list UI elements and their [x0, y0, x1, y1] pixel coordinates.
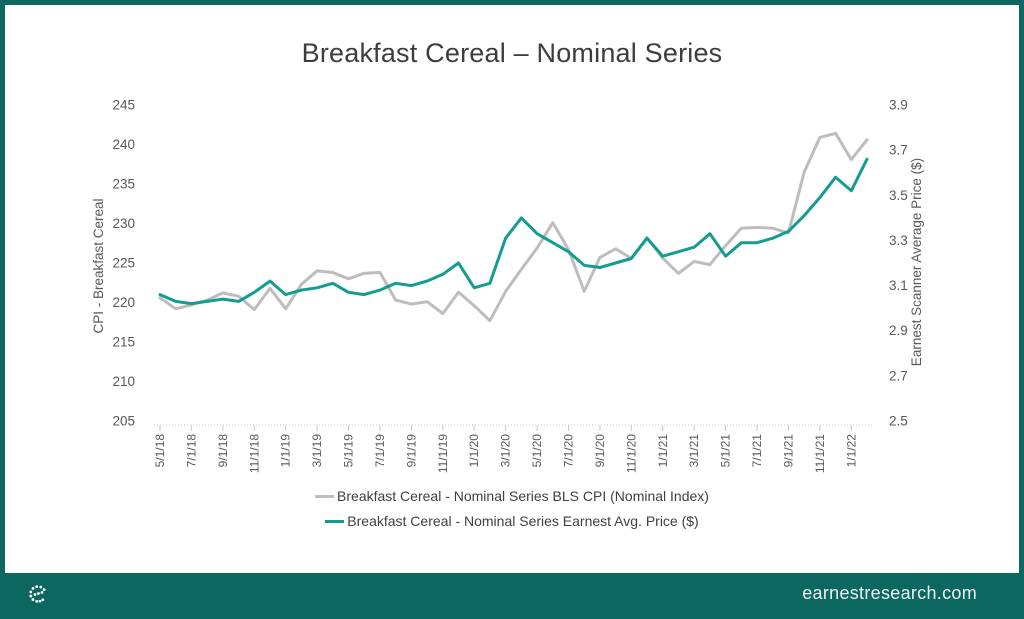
right-axis-tick-label: 3.9 [889, 98, 908, 113]
x-tick-label: 9/1/19 [404, 434, 418, 468]
x-tick-label: 11/1/19 [436, 434, 450, 473]
earnest-dotted-e-logo-icon [27, 583, 49, 605]
left-axis-tick-label: 215 [112, 335, 135, 350]
cpi-line-series [158, 131, 869, 323]
x-tick-label: 5/1/19 [342, 434, 356, 468]
right-axis-tick-label: 3.3 [889, 233, 908, 248]
left-axis-title: CPI - Breakfast Cereal [91, 198, 106, 333]
left-axis-tick-label: 245 [112, 98, 135, 113]
left-axis-tick-label: 210 [112, 374, 135, 389]
left-axis-tick-label: 240 [112, 137, 135, 152]
x-tick-label: 9/1/21 [781, 434, 795, 468]
left-axis-tick-label: 235 [112, 177, 135, 192]
x-tick-label: 1/1/20 [467, 434, 481, 468]
left-axis-tick-label: 230 [112, 216, 135, 231]
legend-label-cpi: Breakfast Cereal - Nominal Series BLS CP… [337, 488, 709, 504]
right-axis-tick-label: 3.1 [889, 278, 908, 293]
right-axis-title: Earnest Scanner Average Price ($) [909, 158, 924, 366]
x-tick-label: 11/1/18 [247, 434, 261, 473]
price-line-series [158, 157, 869, 306]
right-axis-tick-label: 2.9 [889, 323, 908, 338]
chart-title: Breakfast Cereal – Nominal Series [301, 38, 723, 68]
footer-website-link[interactable]: earnestresearch.com [802, 583, 977, 603]
line-chart: 5/1/18 7/1/18 9/1/18 11/1/18 1/1/19 3/1/19 5/1… [91, 98, 924, 474]
x-tick-label: 3/1/19 [310, 434, 324, 468]
legend-item-price: Breakfast Cereal - Nominal Series Earnes… [325, 512, 699, 530]
left-axis-tick-label: 205 [112, 414, 135, 429]
x-tick-label: 5/1/18 [153, 434, 167, 468]
x-tick-label: 11/1/21 [813, 434, 827, 473]
x-tick-label: 7/1/18 [184, 434, 198, 468]
left-axis-tick-label: 225 [112, 256, 135, 271]
x-tick-label: 3/1/20 [499, 434, 513, 468]
right-axis-tick-label: 2.5 [889, 414, 908, 429]
x-tick-label: 7/1/21 [750, 434, 764, 468]
x-tick-label: 7/1/20 [561, 434, 575, 468]
x-tick-label: 1/1/21 [656, 434, 670, 468]
legend-label-price: Breakfast Cereal - Nominal Series Earnes… [347, 513, 699, 529]
x-tick-label: 5/1/20 [530, 434, 544, 468]
left-axis-tick-label: 220 [112, 295, 135, 310]
x-tick-label: 3/1/21 [687, 434, 701, 468]
legend-item-cpi: Breakfast Cereal - Nominal Series BLS CP… [315, 487, 709, 505]
right-axis-tick-label: 2.7 [889, 368, 908, 383]
cpi-line-swatch [315, 494, 335, 498]
x-tick-label: 1/1/19 [279, 434, 293, 468]
x-tick-label: 5/1/21 [719, 434, 733, 468]
x-tick-label: 7/1/19 [373, 434, 387, 468]
x-tick-label: 1/1/22 [844, 434, 858, 468]
chart-legend: Breakfast Cereal - Nominal Series BLS CP… [5, 487, 1019, 530]
x-tick-label: 11/1/20 [624, 434, 638, 473]
x-tick-label: 9/1/18 [216, 434, 230, 468]
x-tick-label: 9/1/20 [593, 434, 607, 468]
price-line-swatch [325, 519, 345, 523]
right-axis-tick-label: 3.5 [889, 188, 908, 203]
footer-bar: earnestresearch.com [5, 573, 1019, 614]
right-axis-tick-label: 3.7 [889, 143, 908, 158]
